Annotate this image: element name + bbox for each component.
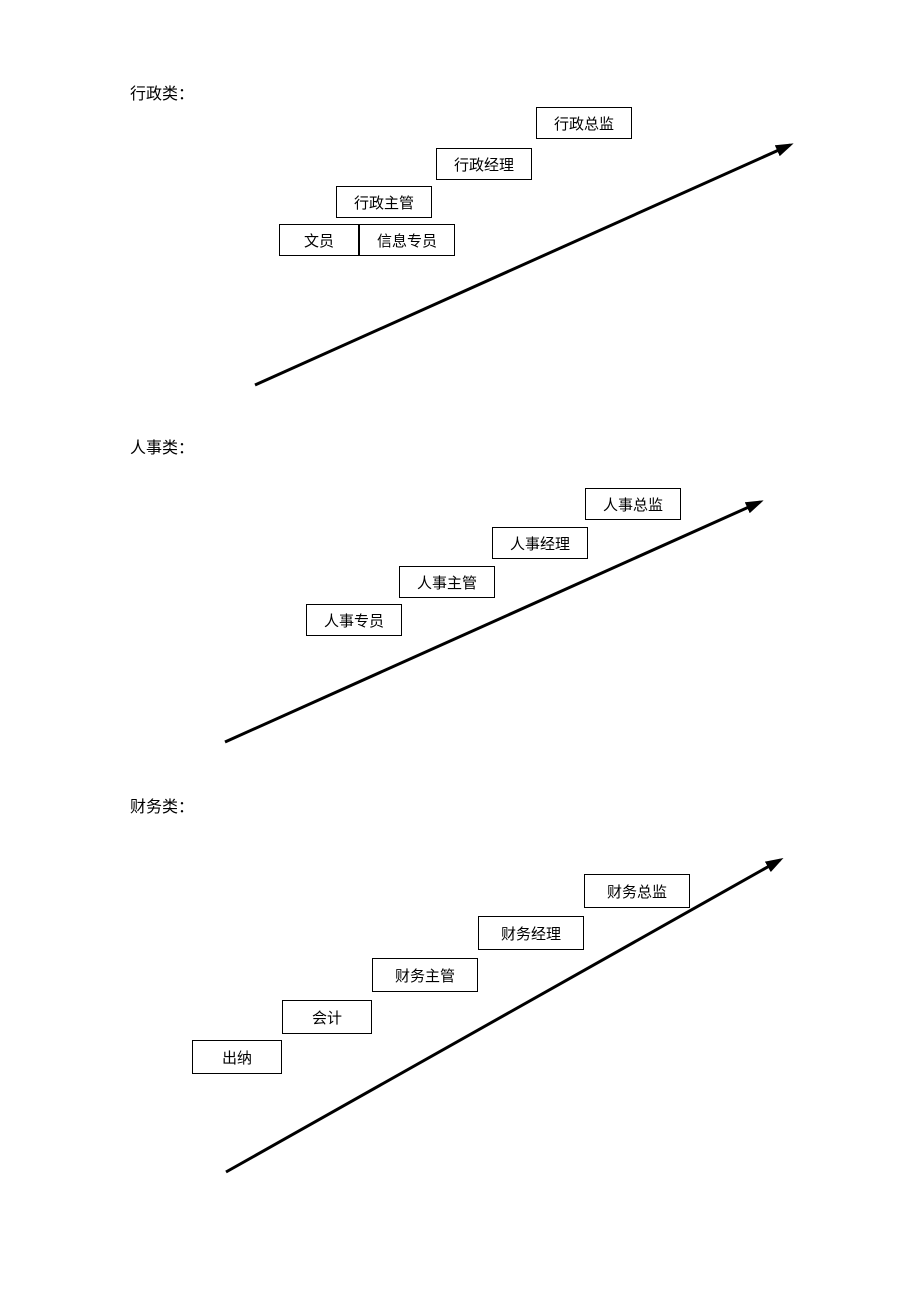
career-ladder-diagram: 行政类： 文员 信息专员 行政主管 行政经理 行政总监 人事类： 人事专员 人事…	[0, 0, 920, 1302]
box-fin-supervisor: 财务主管	[372, 958, 478, 992]
arrow-finance	[0, 0, 920, 1200]
box-fin-accountant: 会计	[282, 1000, 372, 1034]
box-fin-director: 财务总监	[584, 874, 690, 908]
box-fin-cashier: 出纳	[192, 1040, 282, 1074]
box-fin-manager: 财务经理	[478, 916, 584, 950]
